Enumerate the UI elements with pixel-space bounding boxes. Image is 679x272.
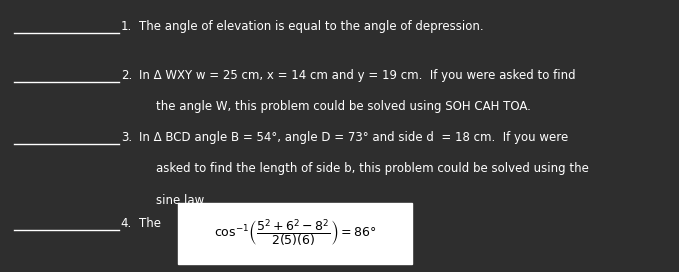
Text: 4.: 4. [121,217,132,230]
Text: The: The [139,217,165,230]
Text: In Δ WXY w = 25 cm, x = 14 cm and y = 19 cm.  If you were asked to find: In Δ WXY w = 25 cm, x = 14 cm and y = 19… [139,69,576,82]
Text: In Δ BCD angle B = 54°, angle D = 73° and side d  = 18 cm.  If you were: In Δ BCD angle B = 54°, angle D = 73° an… [139,131,568,144]
Text: $\cos^{-1}\!\left(\dfrac{5^2+6^2-8^2}{2(5)(6)}\right) = 86°$: $\cos^{-1}\!\left(\dfrac{5^2+6^2-8^2}{2(… [214,218,376,249]
Text: 2.: 2. [121,69,132,82]
Text: The angle of elevation is equal to the angle of depression.: The angle of elevation is equal to the a… [139,20,484,33]
Text: sine law.: sine law. [156,194,207,207]
FancyBboxPatch shape [178,203,412,264]
Text: 1.: 1. [121,20,132,33]
Text: the angle W, this problem could be solved using SOH CAH TOA.: the angle W, this problem could be solve… [156,100,531,113]
Text: 3.: 3. [121,131,132,144]
Text: asked to find the length of side b, this problem could be solved using the: asked to find the length of side b, this… [156,162,589,175]
